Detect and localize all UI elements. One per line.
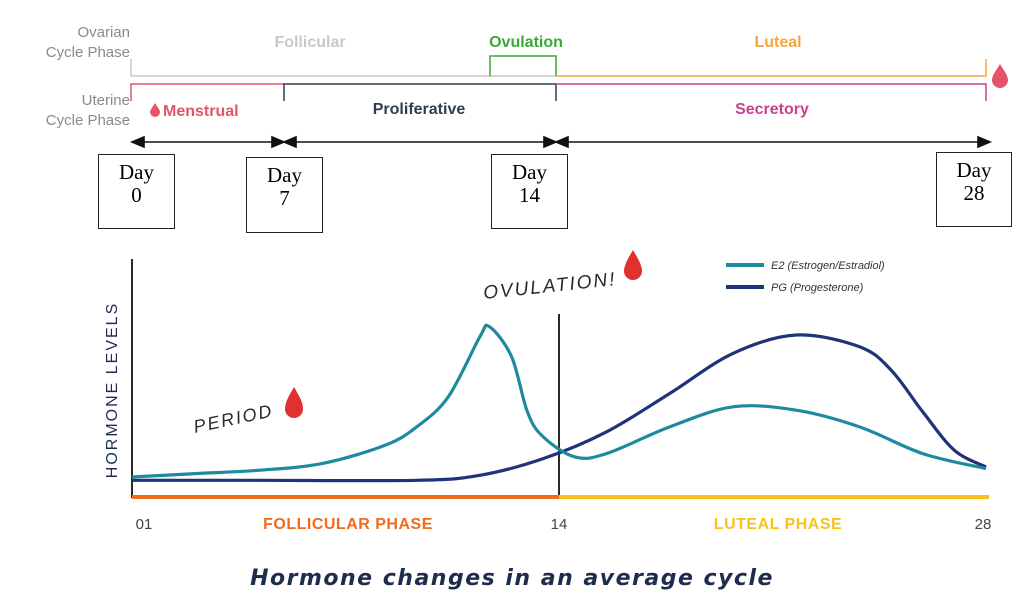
ovarian-row-label-line1: Ovarian [77, 24, 130, 41]
x-tick-01: 01 [136, 516, 153, 533]
ovarian-phase-follicular: Follicular [274, 34, 345, 51]
luteal-phase-label: LUTEAL PHASE [714, 516, 842, 533]
y-axis-label: HORMONE LEVELS [104, 302, 121, 478]
uterine-phase-menstrual: Menstrual [163, 103, 239, 120]
day-box-0-num: 0 [131, 183, 142, 207]
uterine-row-label-line1: Uterine [81, 92, 130, 109]
uterine-row-label-line2: Cycle Phase [45, 112, 130, 129]
series-line-progesterone [132, 333, 987, 483]
ovulation-annotation: OVULATION! [482, 269, 617, 304]
follicular-phase-label: FOLLICULAR PHASE [263, 516, 433, 533]
ovulation-bracket [489, 55, 557, 76]
day-box-0-word: Day [119, 160, 154, 184]
luteal-bracket [556, 59, 987, 77]
ovarian-row-label-line2: Cycle Phase [45, 44, 130, 61]
day-box-28-word: Day [956, 158, 992, 182]
day-box-28: Day 28 [936, 152, 1012, 227]
ovarian-phase-luteal: Luteal [754, 34, 801, 51]
luteal-phase-band [559, 495, 989, 499]
day-range-arrows [129, 135, 993, 149]
day-box-0: Day 0 [98, 154, 175, 229]
day-box-28-num: 28 [963, 181, 985, 205]
hormone-chart: HORMONE LEVELS 01 14 28 FOLLICULAR PHASE… [104, 250, 992, 533]
ovulation-drop-icon [624, 250, 642, 280]
cycle-timeline: Follicular Ovulation Luteal Menstrual Pr… [129, 34, 1008, 149]
day-box-14-word: Day [512, 160, 547, 184]
uterine-row-label: Uterine Cycle Phase [0, 91, 130, 131]
cycle-end-drop-icon [992, 64, 1008, 88]
menstrual-drop-icon [150, 103, 160, 117]
chart-title: Hormone changes in an average cycle [250, 566, 774, 591]
follicular-bracket [130, 59, 556, 77]
x-tick-14: 14 [551, 516, 568, 533]
menstrual-bracket [130, 83, 284, 101]
day-box-14: Day 14 [491, 154, 568, 229]
legend-e2-label: E2 (Estrogen/Estradiol) [771, 260, 885, 272]
ovarian-phase-ovulation: Ovulation [489, 34, 563, 51]
secretory-bracket [556, 83, 987, 101]
legend-pg-label: PG (Progesterone) [771, 282, 864, 294]
day-box-14-num: 14 [519, 183, 540, 207]
proliferative-bracket [283, 83, 557, 101]
day-box-7: Day 7 [246, 157, 323, 233]
day-box-7-word: Day [267, 163, 302, 187]
period-drop-icon [285, 387, 303, 418]
x-tick-28: 28 [975, 516, 992, 533]
series-line-estradiol [131, 323, 987, 479]
uterine-phase-secretory: Secretory [735, 101, 809, 118]
day-box-7-num: 7 [279, 186, 290, 210]
period-annotation: PERIOD [192, 401, 275, 437]
ovarian-row-label: Ovarian Cycle Phase [0, 23, 130, 63]
uterine-phase-proliferative: Proliferative [373, 101, 466, 118]
follicular-phase-band [132, 495, 559, 499]
